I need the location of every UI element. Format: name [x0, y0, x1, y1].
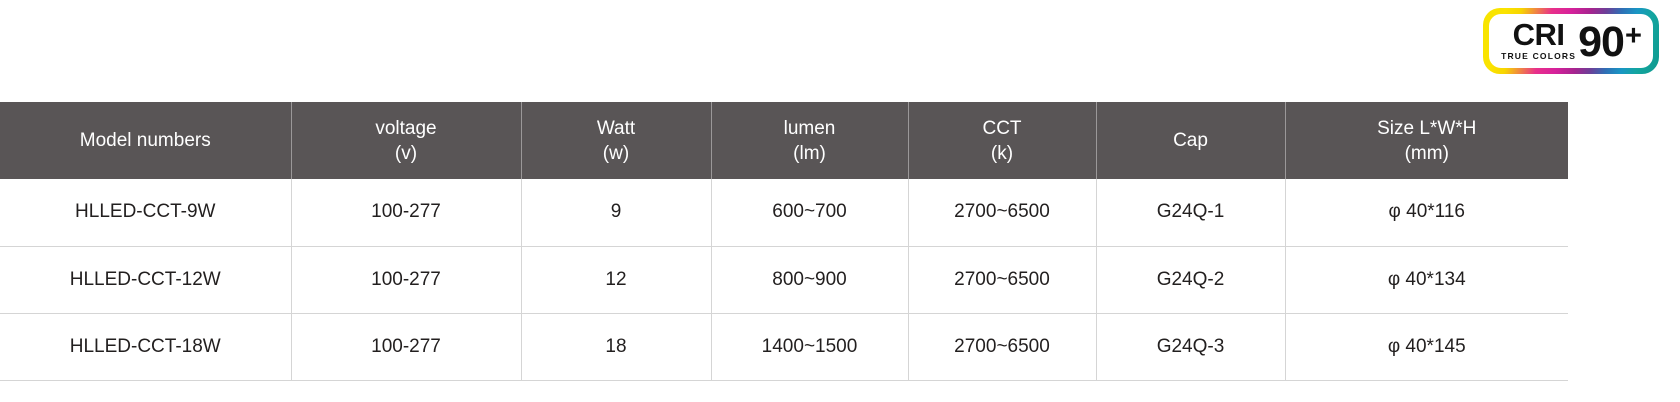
cell-voltage: 100-277 [291, 179, 522, 247]
cell-watt: 18 [521, 313, 712, 381]
table-row: HLLED-CCT-18W 100-277 18 1400~1500 2700~… [0, 313, 1568, 381]
cell-lumen: 1400~1500 [711, 313, 909, 381]
column-header-watt: Watt (w) [521, 102, 712, 179]
table-header: Model numbers voltage (v) Watt (w) lumen… [0, 102, 1568, 179]
cri-badge-left-block: CRI TRUE COLORS [1501, 16, 1577, 63]
column-header-voltage: voltage (v) [291, 102, 522, 179]
cell-lumen: 600~700 [711, 179, 909, 247]
column-header-lumen: lumen (lm) [711, 102, 909, 179]
cell-watt: 12 [521, 246, 712, 314]
cri-badge-content: CRI TRUE COLORS 90 + [1489, 14, 1653, 68]
column-header-label: Size L*W*H [1377, 117, 1477, 139]
cell-cap: G24Q-3 [1096, 313, 1286, 381]
column-header-unit: (k) [990, 142, 1014, 164]
cell-size: φ 40*116 [1285, 179, 1568, 247]
column-header-unit: (v) [394, 142, 418, 164]
cell-size: φ 40*134 [1285, 246, 1568, 314]
cri-plus-sign: + [1624, 20, 1642, 52]
table-row: HLLED-CCT-9W 100-277 9 600~700 2700~6500… [0, 179, 1568, 247]
cell-model: HLLED-CCT-12W [0, 246, 292, 314]
column-header-label: Cap [1173, 130, 1208, 151]
cell-cct: 2700~6500 [908, 179, 1097, 247]
column-header-unit: (w) [602, 142, 630, 164]
column-header-label: Model numbers [79, 130, 211, 151]
cell-watt: 9 [521, 179, 712, 247]
cell-voltage: 100-277 [291, 313, 522, 381]
cri-badge-inner: CRI TRUE COLORS 90 + [1489, 14, 1653, 68]
true-colors-label: TRUE COLORS [1501, 50, 1577, 61]
cell-model: HLLED-CCT-18W [0, 313, 292, 381]
cell-cap: G24Q-2 [1096, 246, 1286, 314]
cell-cct: 2700~6500 [908, 246, 1097, 314]
column-header-size: Size L*W*H (mm) [1285, 102, 1568, 179]
column-header-cct: CCT (k) [908, 102, 1097, 179]
column-header-label: Watt [596, 117, 636, 139]
table-body: HLLED-CCT-9W 100-277 9 600~700 2700~6500… [0, 179, 1568, 381]
column-header-label: lumen [783, 117, 836, 139]
cell-lumen: 800~900 [711, 246, 909, 314]
cell-cap: G24Q-1 [1096, 179, 1286, 247]
column-header-label: CCT [982, 117, 1022, 139]
cell-cct: 2700~6500 [908, 313, 1097, 381]
specification-table-container: Model numbers voltage (v) Watt (w) lumen… [0, 102, 1568, 381]
column-header-cap: Cap [1096, 102, 1286, 179]
cell-voltage: 100-277 [291, 246, 522, 314]
column-header-unit: (lm) [793, 142, 826, 164]
cell-model: HLLED-CCT-9W [0, 179, 292, 247]
cri-90-plus-badge: CRI TRUE COLORS 90 + [1483, 8, 1659, 74]
column-header-unit: (mm) [1404, 142, 1449, 164]
table-header-row: Model numbers voltage (v) Watt (w) lumen… [0, 102, 1568, 179]
column-header-label: voltage [375, 117, 437, 139]
cri-value: 90 [1578, 17, 1625, 66]
specification-table: Model numbers voltage (v) Watt (w) lumen… [0, 102, 1568, 381]
badge-area: CRI TRUE COLORS 90 + [0, 0, 1680, 100]
column-header-model-numbers: Model numbers [0, 102, 292, 179]
cri-label: CRI [1512, 16, 1565, 52]
cell-size: φ 40*145 [1285, 313, 1568, 381]
table-row: HLLED-CCT-12W 100-277 12 800~900 2700~65… [0, 246, 1568, 314]
